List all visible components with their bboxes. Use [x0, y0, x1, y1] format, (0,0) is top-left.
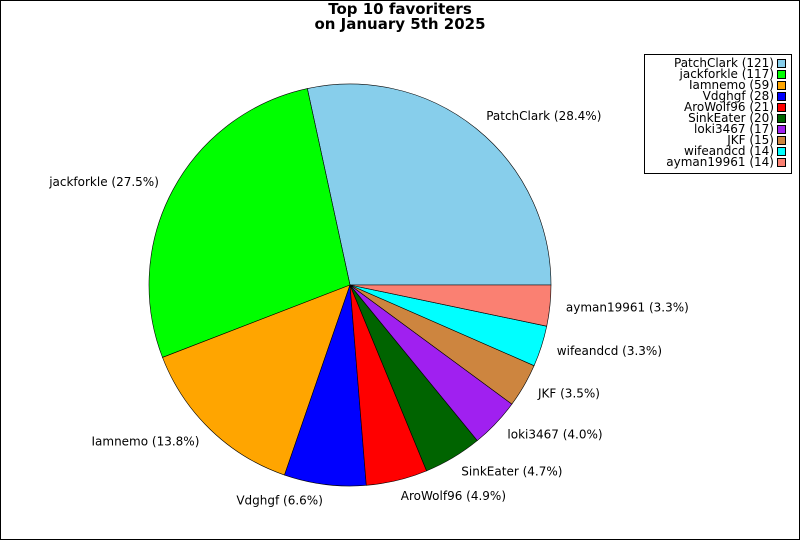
legend-swatch — [777, 125, 786, 134]
legend-label: ayman19961 (14) — [666, 155, 774, 169]
legend-swatch — [777, 59, 786, 68]
chart-title-line-2: on January 5th 2025 — [314, 15, 486, 33]
slice-label-patchclark: PatchClark (28.4%) — [486, 109, 601, 123]
legend-label: JKF (15) — [727, 133, 774, 147]
legend-label: jackforkle (117) — [679, 67, 774, 81]
legend-swatch — [777, 147, 786, 156]
legend-item-wifeandcd: wifeandcd (14) — [645, 144, 791, 158]
legend-item-jackforkle: jackforkle (117) — [645, 67, 791, 81]
legend-label: PatchClark (121) — [674, 56, 774, 70]
legend: PatchClark (121) jackforkle (117) Iamnemo … — [644, 54, 792, 174]
legend-swatch — [777, 158, 786, 167]
legend-item-vdghgf: Vdghgf (28) — [645, 89, 791, 103]
slice-label-arowolf96: AroWolf96 (4.9%) — [401, 489, 506, 503]
legend-label: Iamnemo (59) — [688, 78, 774, 92]
legend-item-arowolf96: AroWolf96 (21) — [645, 100, 791, 114]
legend-swatch — [777, 103, 786, 112]
slice-label-jkf: JKF (3.5%) — [537, 387, 600, 401]
legend-swatch — [777, 92, 786, 101]
legend-item-iamnemo: Iamnemo (59) — [645, 78, 791, 92]
slice-label-ayman19961: ayman19961 (3.3%) — [566, 300, 689, 314]
chart-title: Top 10 favoriters on January 5th 2025 — [0, 2, 800, 32]
legend-item-jkf: JKF (15) — [645, 133, 791, 147]
legend-label: SinkEater (20) — [688, 111, 774, 125]
legend-label: loki3467 (17) — [694, 122, 774, 136]
pie-slice-patchclark — [306, 83, 552, 286]
legend-item-ayman19961: ayman19961 (14) — [645, 155, 791, 169]
legend-swatch — [777, 114, 786, 123]
slice-label-jackforkle: jackforkle (27.5%) — [48, 175, 159, 189]
pie-slice-iamnemo — [162, 284, 351, 476]
legend-label: Vdghgf (28) — [702, 89, 774, 103]
legend-swatch — [777, 136, 786, 145]
slice-label-loki3467: loki3467 (4.0%) — [507, 428, 602, 442]
legend-label: wifeandcd (14) — [684, 144, 774, 158]
slice-label-vdghgf: Vdghgf (6.6%) — [236, 493, 323, 507]
slice-label-iamnemo: Iamnemo (13.8%) — [91, 434, 199, 448]
chart-title-line-1: Top 10 favoriters — [328, 0, 472, 18]
legend-item-sinkeater: SinkEater (20) — [645, 111, 791, 125]
legend-swatch — [777, 70, 786, 79]
slice-label-sinkeater: SinkEater (4.7%) — [461, 464, 562, 478]
pie-slice-jackforkle — [148, 88, 351, 358]
legend-item-loki3467: loki3467 (17) — [645, 122, 791, 136]
slice-label-wifeandcd: wifeandcd (3.3%) — [557, 344, 662, 358]
legend-item-patchclark: PatchClark (121) — [645, 56, 791, 70]
legend-label: AroWolf96 (21) — [684, 100, 774, 114]
legend-swatch — [777, 81, 786, 90]
pie-slice-ayman19961 — [349, 284, 552, 327]
